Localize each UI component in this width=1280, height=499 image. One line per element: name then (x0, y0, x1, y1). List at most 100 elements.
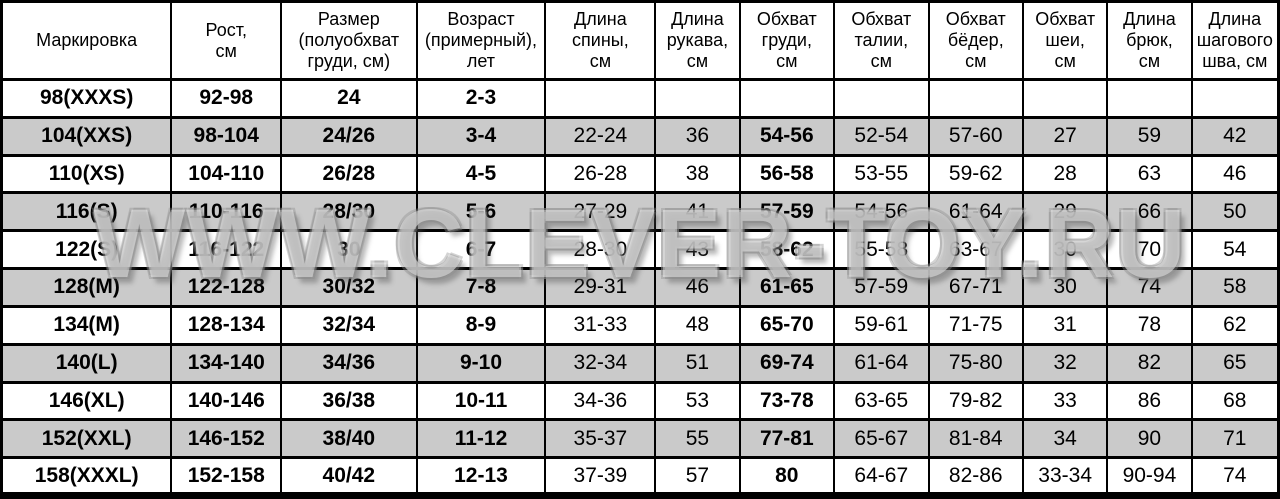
table-cell: 26-28 (544, 153, 657, 195)
column-header-2: Размер (полуобхват груди, см) (280, 0, 418, 81)
table-cell: 128(M) (0, 267, 173, 308)
table-cell: 69-74 (738, 342, 836, 384)
table-cell: 6-7 (415, 229, 547, 271)
table-cell: 122-128 (170, 267, 283, 308)
table-cell: 57-59 (833, 267, 930, 308)
table-cell: 28/30 (280, 191, 418, 233)
table-cell: 27-29 (544, 191, 657, 233)
column-header-0: Маркировка (0, 0, 173, 81)
header-row: Маркировка Рост, см Размер (полуобхват гру… (0, 0, 1280, 81)
table-cell: 140-146 (170, 380, 283, 422)
table-cell: 26/28 (280, 153, 418, 195)
table-cell: 24 (280, 78, 418, 119)
table-cell: 46 (654, 267, 741, 308)
table-cell (1106, 78, 1193, 119)
table-cell: 41 (654, 191, 741, 233)
table-cell: 79-82 (927, 380, 1025, 422)
column-header-10: Длина брюк, см (1106, 0, 1193, 81)
table-cell (738, 78, 836, 119)
table-cell: 66 (1106, 191, 1193, 233)
table-cell: 82-86 (927, 456, 1025, 497)
table-cell: 4-5 (415, 153, 547, 195)
table-cell: 2-3 (415, 78, 547, 119)
table-cell: 92-98 (170, 78, 283, 119)
table-cell: 104-110 (170, 153, 283, 195)
table-cell: 37-39 (544, 456, 657, 497)
table-cell: 34-36 (544, 380, 657, 422)
table-cell: 34 (1022, 418, 1109, 460)
table-cell: 152-158 (170, 456, 283, 497)
table-cell: 52-54 (833, 115, 930, 157)
table-cell: 57-59 (738, 191, 836, 233)
table-row: 146(XL) 140-146 36/38 10-11 34-36 53 73-78 63-6… (0, 380, 1280, 422)
table-cell: 48 (654, 304, 741, 346)
table-cell: 54 (1190, 229, 1280, 271)
table-cell (1190, 78, 1280, 119)
table-cell: 36/38 (280, 380, 418, 422)
table-cell: 38/40 (280, 418, 418, 460)
table-cell: 82 (1106, 342, 1193, 384)
table-cell: 59-62 (927, 153, 1025, 195)
table-cell: 57-60 (927, 115, 1025, 157)
table-cell: 128-134 (170, 304, 283, 346)
table-cell: 29 (1022, 191, 1109, 233)
column-header-5: Длина рукава, см (654, 0, 741, 81)
column-header-3: Возраст (примерный), лет (415, 0, 547, 81)
column-header-7: Обхват талии, см (833, 0, 930, 81)
table-cell: 81-84 (927, 418, 1025, 460)
table-cell: 55 (654, 418, 741, 460)
table-cell: 22-24 (544, 115, 657, 157)
table-row: 122(S) 116-122 30 6-7 28-30 43 58-62 55-58 63-67… (0, 229, 1280, 271)
table-cell: 74 (1106, 267, 1193, 308)
table-cell: 32-34 (544, 342, 657, 384)
table-cell: 29-31 (544, 267, 657, 308)
table-cell: 55-58 (833, 229, 930, 271)
table-cell: 3-4 (415, 115, 547, 157)
table-cell: 65-67 (833, 418, 930, 460)
table-cell: 122(S) (0, 229, 173, 271)
table-cell: 90 (1106, 418, 1193, 460)
table-cell: 70 (1106, 229, 1193, 271)
table-cell: 152(XXL) (0, 418, 173, 460)
column-header-8: Обхват бёдер, см (927, 0, 1025, 81)
table-cell: 75-80 (927, 342, 1025, 384)
table-cell: 56-58 (738, 153, 836, 195)
table-cell: 61-65 (738, 267, 836, 308)
table-cell: 71 (1190, 418, 1280, 460)
table-cell: 73-78 (738, 380, 836, 422)
table-cell: 134(M) (0, 304, 173, 346)
table-row: 158(XXXL) 152-158 40/42 12-13 37-39 57 80 64-67… (0, 456, 1280, 497)
table-cell: 12-13 (415, 456, 547, 497)
column-header-1: Рост, см (170, 0, 283, 81)
table-row: 98(XXXS) 92-98 24 2-3 (0, 78, 1280, 119)
table-cell: 57 (654, 456, 741, 497)
column-header-9: Обхват шеи, см (1022, 0, 1109, 81)
table-cell: 5-6 (415, 191, 547, 233)
table-cell: 90-94 (1106, 456, 1193, 497)
table-cell: 110-116 (170, 191, 283, 233)
table-cell: 68 (1190, 380, 1280, 422)
table-row: 140(L) 134-140 34/36 9-10 32-34 51 69-74 61-64 7… (0, 342, 1280, 384)
table-cell: 58 (1190, 267, 1280, 308)
table-cell: 40/42 (280, 456, 418, 497)
table-cell: 158(XXXL) (0, 456, 173, 497)
table-cell: 9-10 (415, 342, 547, 384)
table-cell: 51 (654, 342, 741, 384)
table-cell: 63 (1106, 153, 1193, 195)
column-header-6: Обхват груди, см (738, 0, 836, 81)
table-cell: 50 (1190, 191, 1280, 233)
table-cell: 65 (1190, 342, 1280, 384)
table-cell: 104(XXS) (0, 115, 173, 157)
table-cell: 7-8 (415, 267, 547, 308)
table-cell: 74 (1190, 456, 1280, 497)
table-cell: 30/32 (280, 267, 418, 308)
table-cell: 32 (1022, 342, 1109, 384)
column-header-11: Длина шагового шва, см (1190, 0, 1280, 81)
table-cell (544, 78, 657, 119)
table-cell: 61-64 (833, 342, 930, 384)
table-cell: 86 (1106, 380, 1193, 422)
table-cell: 134-140 (170, 342, 283, 384)
table-cell: 54-56 (833, 191, 930, 233)
